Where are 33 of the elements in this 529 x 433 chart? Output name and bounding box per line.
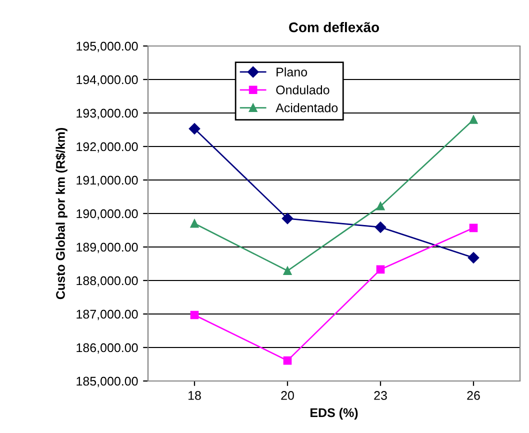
- legend-label: Acidentado: [276, 103, 338, 112]
- point: [283, 356, 292, 365]
- y-tick-label: 189,000.00: [76, 242, 138, 254]
- point: [190, 219, 199, 228]
- point: [469, 116, 478, 124]
- chart-title: Com deflexão: [289, 22, 379, 32]
- point: [374, 222, 386, 233]
- legend-label: Plano: [276, 67, 308, 76]
- point: [468, 252, 480, 264]
- point: [283, 266, 292, 275]
- point: [282, 212, 294, 224]
- point: [469, 224, 478, 232]
- x-tick-label: 26: [467, 391, 480, 400]
- y-tick-label: 191,000.00: [76, 176, 138, 186]
- x-tick-label: 20: [281, 391, 294, 400]
- y-axis-title: Custo Global por km (R$/km): [56, 128, 68, 300]
- y-tick-label: 192,000.00: [76, 142, 138, 153]
- y-tick-label: 194,000.00: [76, 75, 138, 86]
- y-tick-label: 186,000.00: [76, 343, 138, 354]
- y-tick-label: 188,000.00: [76, 276, 138, 287]
- y-tick-label: 187,000.00: [76, 310, 138, 320]
- x-tick-label: 18: [188, 391, 201, 400]
- point: [188, 123, 200, 134]
- y-tick-label: 195,000.00: [76, 42, 138, 52]
- y-tick-label: 193,000.00: [76, 108, 138, 120]
- y-tick-label: 190,000.00: [76, 209, 138, 220]
- point: [190, 310, 199, 320]
- point: [376, 202, 385, 210]
- y-tick-label: 185,000.00: [76, 376, 138, 388]
- x-tick-label: 23: [374, 391, 387, 400]
- point: [376, 265, 385, 274]
- x-axis-title: EDS (%): [310, 408, 358, 420]
- legend-label: Ondulado: [276, 85, 330, 94]
